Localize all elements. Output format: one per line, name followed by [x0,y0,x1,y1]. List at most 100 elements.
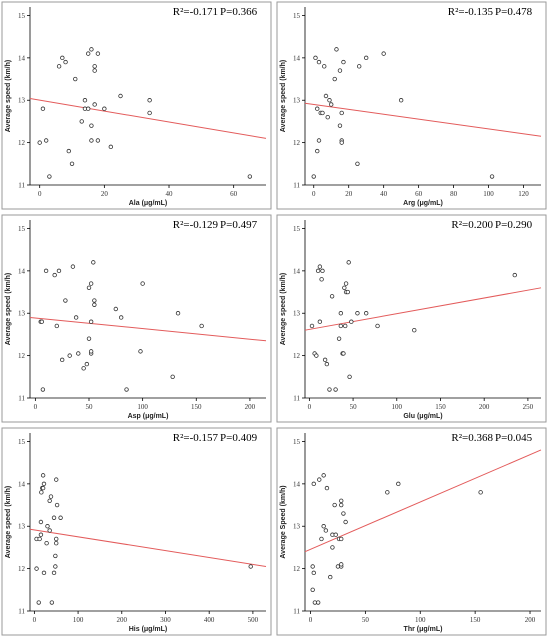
data-point [324,361,330,367]
data-point [51,570,57,576]
data-point [53,553,58,559]
x-tick-label: 200 [525,616,536,624]
x-tick-label: 120 [518,190,529,198]
x-tick-label: 80 [450,190,458,198]
panel-frame [1,427,272,636]
data-point [316,138,322,143]
data-point [69,161,75,167]
data-point [95,138,101,143]
panel-glu: 0 50 100 150 200 250 11 12 13 14 15 Glu (μg/mL) Aver… [275,213,550,426]
data-point [355,161,360,167]
data-point [138,349,143,354]
r-squared-label: R²=-0.157 [173,432,219,444]
x-tick-label: 250 [523,403,534,411]
data-point [102,106,107,111]
data-point [60,55,65,61]
data-point [489,174,495,179]
y-tick-label: 13 [18,310,26,318]
data-point [342,285,347,291]
p-value-label: P=0.045 [495,432,533,444]
data-point [40,485,46,491]
y-tick-label: 11 [293,395,300,403]
panel-arg: 0 20 40 60 80 100 120 11 12 13 14 15 Arg (μg/mL) Aver… [275,0,550,213]
x-tick-label: 150 [435,403,446,411]
data-point [37,140,42,145]
data-point [59,357,65,363]
x-tick-label: 200 [117,616,128,624]
data-point [336,336,342,341]
data-point [39,319,44,324]
data-point [38,519,44,525]
y-axis-label: Average speed (km/h) [5,486,12,559]
data-point [86,336,92,341]
data-point [396,481,401,487]
y-tick-label: 15 [18,225,26,233]
panel-asp: 0 50 100 150 200 11 12 13 14 15 Asp (μg/mL) Average… [0,213,275,426]
x-tick-label: 0 [33,616,37,624]
data-point [317,264,323,269]
y-tick-label: 11 [293,608,300,616]
data-point [316,59,322,65]
panel-frame [1,1,272,210]
data-point [88,319,94,324]
x-tick-label: 100 [137,403,148,411]
data-point [113,306,119,312]
data-point [330,545,335,550]
data-point [199,323,204,329]
panel-frame [276,214,547,423]
x-axis-label: Thr (μg/mL) [404,626,443,633]
data-point [89,138,94,143]
data-point [512,272,517,278]
data-point [67,353,72,358]
data-point [92,302,97,307]
data-point [92,298,97,303]
scatter-chart-thr: 0 50 100 150 200 11 12 13 14 15 Thr (μg/mL) Average… [276,427,547,636]
data-point [47,174,52,179]
y-tick-label: 15 [18,438,26,446]
p-value-label: P=0.290 [495,219,533,231]
data-point [329,294,335,299]
x-tick-label: 100 [73,616,84,624]
panel-thr: 0 50 100 150 200 11 12 13 14 15 Thr (μg/mL) Average… [275,426,550,639]
y-tick-label: 13 [293,523,301,531]
data-point [329,102,334,107]
x-axis-label: Ala (μg/mL) [129,200,168,207]
y-axis-label: Average speed (km/h) [5,273,12,346]
panel-frame [1,214,272,423]
data-point [321,473,326,478]
data-point [47,528,52,533]
x-tick-label: 150 [191,403,202,411]
data-point [51,515,57,520]
x-tick-label: 200 [479,403,490,411]
data-point [73,76,78,82]
data-point [118,315,124,320]
data-point [54,540,59,546]
r-squared-label: R²=0.368 [451,432,493,444]
data-point [76,351,81,356]
data-point [333,532,338,537]
data-point [85,51,91,56]
data-point [325,114,330,120]
data-point [248,564,253,569]
x-axis-label: Asp (μg/mL) [128,413,169,420]
r-squared-label: R²=-0.135 [448,6,494,18]
data-point [34,566,39,571]
x-tick-label: 50 [350,403,358,411]
data-point [343,323,348,329]
data-point [140,281,145,286]
regression-line [29,528,267,567]
data-point [56,268,62,274]
panel-frame [276,427,547,636]
y-tick-label: 14 [293,267,301,275]
y-tick-label: 15 [293,12,301,20]
data-point [320,110,325,116]
y-tick-label: 15 [293,225,301,233]
data-point [339,536,344,542]
data-point [147,98,152,103]
data-point [95,51,101,56]
data-point [54,477,59,482]
x-axis-label: Glu (μg/mL) [403,413,442,420]
data-point [86,285,92,291]
data-point [44,540,49,546]
